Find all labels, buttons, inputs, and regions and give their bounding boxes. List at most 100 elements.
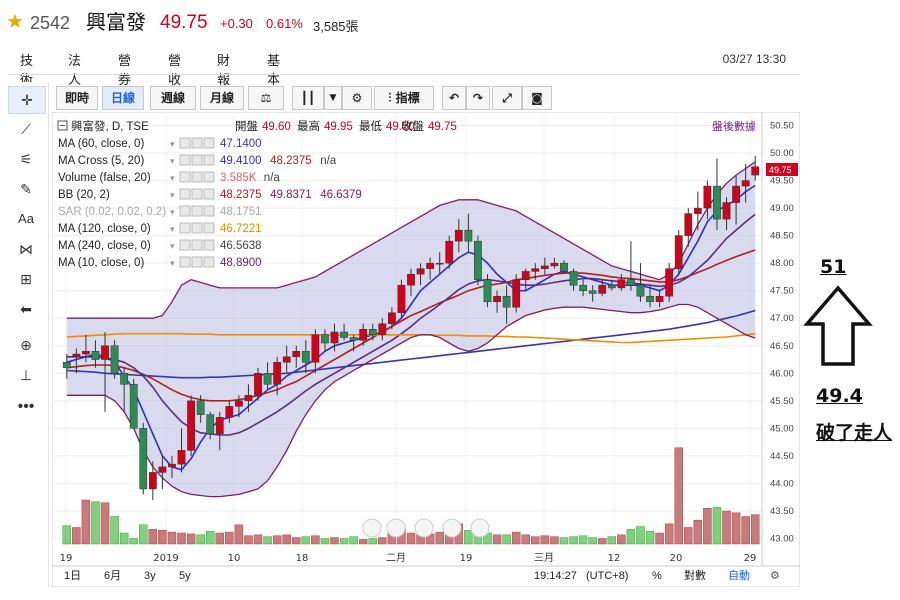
tab-financials[interactable]: 財報 — [217, 54, 231, 88]
legend-row-chevron-icon[interactable]: ▾ — [170, 190, 175, 200]
interval-monthly-button[interactable]: 月線 — [200, 86, 244, 110]
range-1d-button[interactable]: 1日 — [64, 570, 81, 582]
arrow-left-icon[interactable]: ⬅ — [20, 301, 32, 317]
legend-row-action-icon[interactable] — [191, 222, 203, 234]
legend-row-action-icon[interactable] — [179, 154, 191, 166]
legend-row-chevron-icon[interactable]: ▾ — [170, 173, 175, 183]
legend-row-value: 3.585K — [220, 172, 257, 184]
reset-icon[interactable] — [414, 518, 434, 538]
legend-row-action-icon[interactable] — [179, 137, 191, 149]
legend-row-action-icon[interactable] — [179, 222, 191, 234]
undo-icon[interactable]: ↶ — [442, 86, 466, 110]
volume-bar — [330, 537, 339, 545]
ohlc-close-value: 49.75 — [428, 121, 457, 133]
legend-row-chevron-icon[interactable]: ▾ — [170, 139, 175, 149]
ruler-icon[interactable]: ⊥ — [19, 367, 33, 383]
legend-row-action-icon[interactable] — [203, 188, 215, 200]
scale-settings-gear-icon[interactable]: ⚙ — [770, 570, 780, 582]
time-tick-label: 18 — [296, 553, 309, 564]
zoom-in-circle-icon[interactable] — [442, 518, 462, 538]
legend-row-action-icon[interactable] — [191, 171, 203, 183]
zoom-in-icon[interactable]: ⊕ — [20, 337, 32, 353]
price-axis[interactable]: 50.50 50.00 49.50 49.00 48.50 48.00 47.50 47.00… — [761, 112, 794, 566]
legend-row-label[interactable]: BB (20, 2) — [58, 189, 110, 201]
tab-basic[interactable]: 基本 — [267, 54, 281, 88]
price-chart[interactable]: 50.50 50.00 49.50 49.00 48.50 48.00 47.50 47.00… — [52, 112, 800, 587]
percent-scale-toggle[interactable]: % — [652, 570, 662, 582]
legend-row-label[interactable]: MA (120, close, 0) — [58, 223, 151, 235]
candle-body — [91, 351, 100, 360]
legend-row-action-icon[interactable] — [179, 171, 191, 183]
legend-row-action-icon[interactable] — [203, 205, 215, 217]
legend-row-action-icon[interactable] — [203, 222, 215, 234]
snapshot-camera-icon[interactable]: ◙ — [522, 86, 552, 110]
fib-tools-icon[interactable]: ⚟ — [19, 151, 33, 167]
legend-row-action-icon[interactable] — [203, 154, 215, 166]
legend-row-action-icon[interactable] — [179, 256, 191, 268]
compare-scale-icon[interactable]: ⚖ — [248, 86, 284, 110]
log-scale-toggle[interactable]: 對數 — [684, 568, 706, 582]
interval-weekly-button[interactable]: 週線 — [150, 86, 196, 110]
legend-row-action-icon[interactable] — [179, 239, 191, 251]
measure-icon[interactable]: ⊞ — [20, 271, 32, 287]
range-5y-button[interactable]: 5y — [179, 570, 191, 582]
candle-body — [177, 450, 186, 465]
legend-row-action-icon[interactable] — [179, 205, 191, 217]
legend-row-action-icon[interactable] — [203, 171, 215, 183]
legend-row-action-icon[interactable] — [203, 239, 215, 251]
legend-row-action-icon[interactable] — [191, 205, 203, 217]
chevron-down-icon[interactable]: ▼ — [324, 86, 342, 110]
legend-row-chevron-icon[interactable]: ▾ — [170, 224, 175, 234]
legend-row-chevron-icon[interactable]: ▾ — [170, 207, 175, 217]
indicators-button[interactable]: ⫶ 指標 — [374, 86, 434, 110]
collapse-legend-icon[interactable] — [57, 120, 68, 131]
brush-icon[interactable]: ✎ — [20, 181, 32, 197]
redo-icon[interactable]: ↷ — [466, 86, 490, 110]
pattern-icon[interactable]: ⋈ — [19, 241, 33, 257]
legend-row-action-icon[interactable] — [179, 188, 191, 200]
legend-row-label[interactable]: Volume (false, 20) — [58, 172, 151, 184]
legend-row-label[interactable]: MA (60, close, 0) — [58, 138, 144, 150]
favorite-star-icon[interactable]: ★ — [6, 11, 24, 33]
tab-revenue[interactable]: 營收 — [168, 54, 182, 88]
interval-daily-button[interactable]: 日線 — [102, 86, 144, 110]
legend-row-action-icon[interactable] — [191, 239, 203, 251]
tab-margin[interactable]: 營券 — [118, 54, 132, 88]
scroll-right-icon[interactable] — [470, 518, 490, 538]
legend-row-action-icon[interactable] — [191, 188, 203, 200]
more-tools-icon[interactable]: ••• — [17, 398, 35, 415]
legend-row-chevron-icon[interactable]: ▾ — [170, 156, 175, 166]
volume-bar — [722, 510, 731, 545]
text-tool-icon[interactable]: Aa — [18, 211, 34, 226]
interval-intraday-button[interactable]: 即時 — [56, 86, 98, 110]
fullscreen-icon[interactable]: ⤢ — [492, 86, 522, 110]
crosshair-icon[interactable]: ✛ — [8, 86, 46, 114]
volume-bar — [492, 534, 502, 545]
legend-row-chevron-icon[interactable]: ▾ — [170, 241, 175, 251]
legend-row-action-icon[interactable] — [203, 256, 215, 268]
range-3y-button[interactable]: 3y — [144, 570, 156, 582]
tab-institutional[interactable]: 法人 — [68, 54, 82, 88]
settings-gear-icon[interactable]: ⚙ — [342, 86, 372, 110]
legend-row-label[interactable]: MA (240, close, 0) — [58, 240, 151, 252]
candle-body — [674, 235, 683, 269]
legend-row-label[interactable]: SAR (0.02, 0.02, 0.2) — [58, 206, 166, 218]
chart-style-icon[interactable]: ┃┃ — [292, 86, 324, 110]
legend-row-action-icon[interactable] — [203, 137, 215, 149]
scroll-left-icon[interactable] — [386, 518, 406, 538]
price-tick-label: 50.50 — [770, 121, 794, 132]
legend-row-action-icon[interactable] — [191, 137, 203, 149]
range-6m-button[interactable]: 6月 — [104, 570, 121, 582]
legend-row-action-icon[interactable] — [191, 154, 203, 166]
legend-row-chevron-icon[interactable]: ▾ — [170, 258, 175, 268]
legend-row-label[interactable]: MA Cross (5, 20) — [58, 155, 144, 167]
auto-scale-toggle[interactable]: 自動 — [728, 568, 750, 582]
trend-line-icon[interactable]: ⟋ — [21, 121, 31, 137]
legend-row-label[interactable]: MA (10, close, 0) — [58, 257, 144, 269]
legend-row-action-icon[interactable] — [191, 256, 203, 268]
zoom-out-icon[interactable] — [362, 518, 382, 538]
timezone-label[interactable]: (UTC+8) — [586, 570, 628, 582]
time-axis[interactable]: 19 2019 10 18 二月 19 三月 12 20 29 — [60, 552, 757, 564]
after-hours-label[interactable]: 盤後數據 — [712, 119, 756, 133]
candle-body — [732, 185, 740, 203]
